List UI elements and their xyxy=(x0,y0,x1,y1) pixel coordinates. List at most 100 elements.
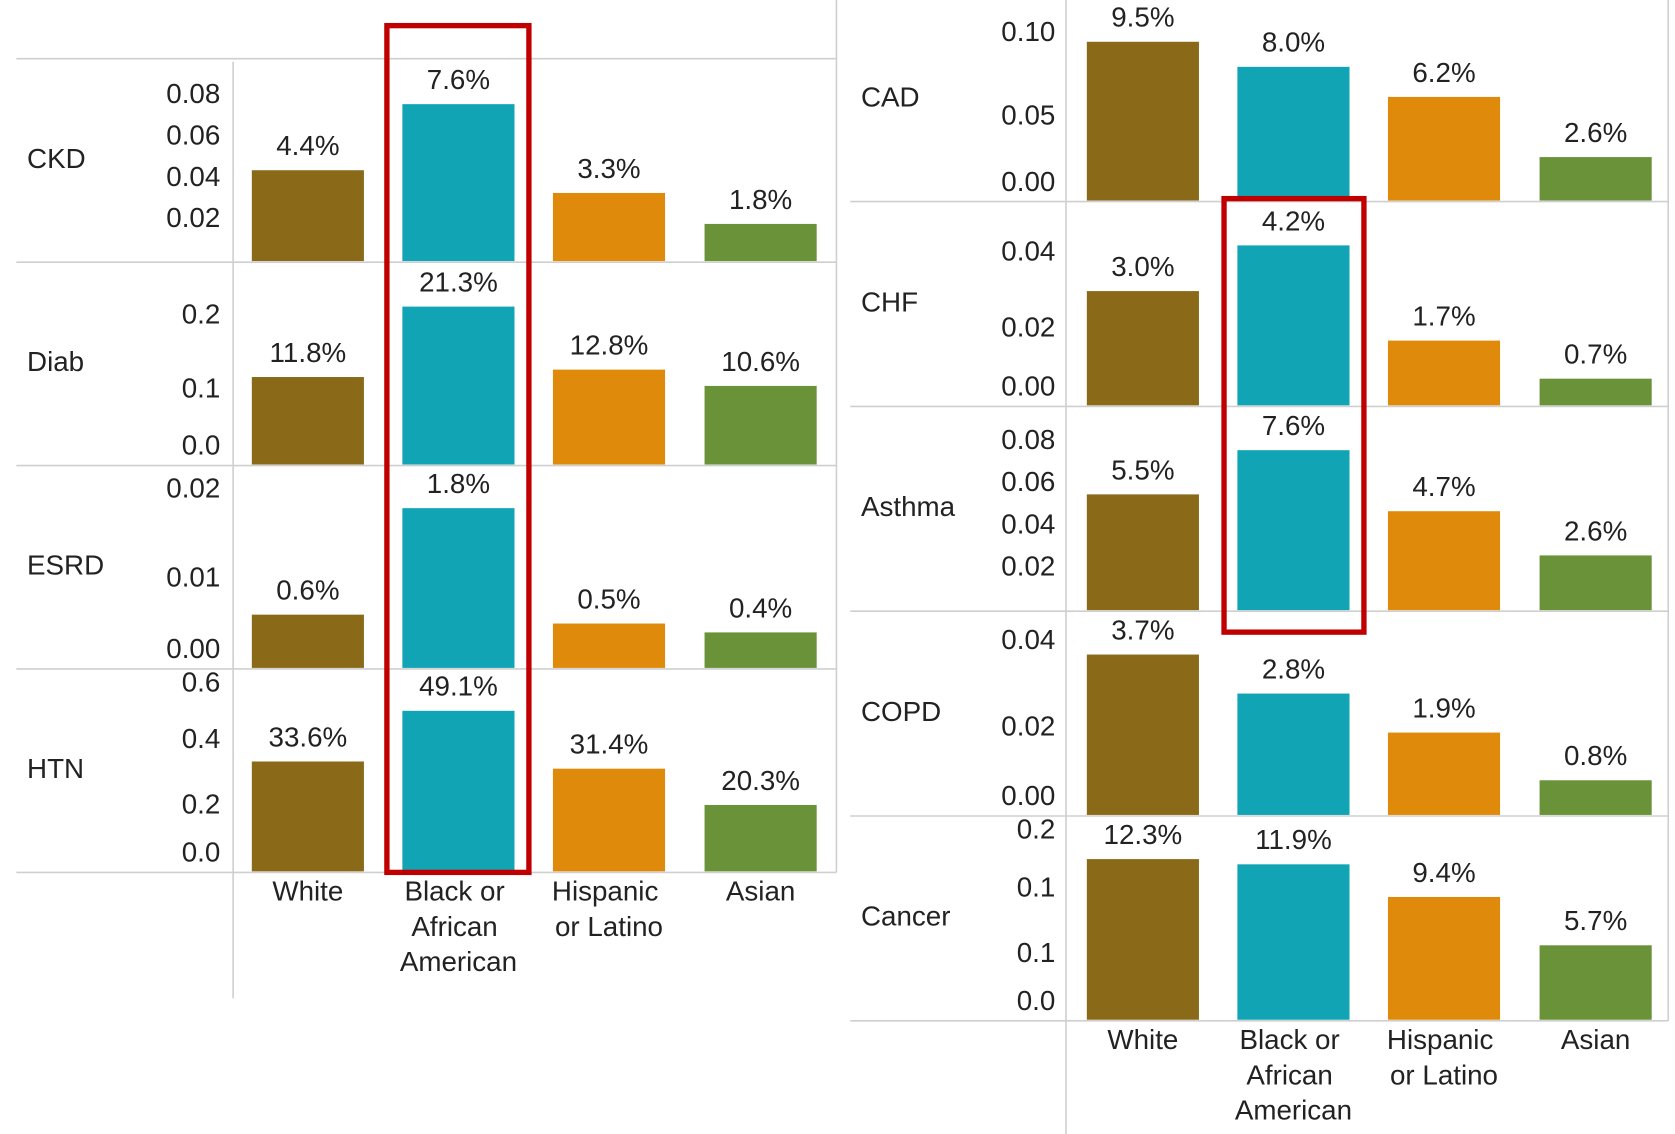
x-tick-label: Hispanic or Latino xyxy=(552,876,666,942)
x-tick-label: White xyxy=(1107,1024,1178,1055)
bar xyxy=(552,623,666,668)
y-tick-label: 0.08 xyxy=(166,78,220,109)
row-label: Cancer xyxy=(861,901,950,932)
highlight-box xyxy=(1221,195,1367,635)
value-label: 7.6% xyxy=(1262,410,1325,441)
bar xyxy=(1086,494,1199,611)
y-tick-label: 0.2 xyxy=(182,299,221,330)
row-label: Asthma xyxy=(861,491,956,522)
bar xyxy=(402,710,515,872)
bar xyxy=(704,804,817,872)
y-tick-label: 0.02 xyxy=(166,202,220,233)
value-label: 1.8% xyxy=(427,468,490,499)
bar xyxy=(704,223,817,262)
bar xyxy=(1387,511,1501,611)
bar xyxy=(402,104,515,262)
value-label: 31.4% xyxy=(570,729,649,760)
bar xyxy=(1539,780,1652,815)
row-label: ESRD xyxy=(27,550,104,581)
bar xyxy=(251,761,364,872)
bar xyxy=(1237,450,1350,611)
bar xyxy=(704,385,817,465)
y-tick-label: 0.0 xyxy=(1017,985,1056,1016)
y-tick-label: 0.1 xyxy=(182,373,221,404)
y-tick-label: 0.00 xyxy=(1001,780,1055,811)
y-tick-label: 0.10 xyxy=(1001,16,1055,47)
value-label: 0.4% xyxy=(729,592,792,623)
bar xyxy=(402,306,515,465)
y-tick-label: 0.4 xyxy=(182,723,221,754)
row-label: Diab xyxy=(27,346,84,377)
y-tick-label: 0.1 xyxy=(1017,871,1056,902)
y-tick-label: 0.2 xyxy=(182,788,221,819)
value-label: 2.8% xyxy=(1262,653,1325,684)
value-label: 33.6% xyxy=(269,721,348,752)
bar xyxy=(1086,41,1199,201)
bar xyxy=(552,768,666,872)
x-tick-label: Black or African American xyxy=(400,876,517,977)
value-label: 6.2% xyxy=(1412,57,1475,88)
bar xyxy=(251,614,364,668)
value-label: 4.4% xyxy=(276,130,339,161)
y-tick-label: 0.04 xyxy=(1001,624,1055,655)
bar xyxy=(1086,291,1199,406)
bar xyxy=(251,170,364,262)
bar xyxy=(251,377,364,465)
bar xyxy=(1237,693,1350,815)
value-label: 9.5% xyxy=(1111,2,1174,33)
value-label: 3.0% xyxy=(1111,251,1174,282)
y-tick-label: 0.06 xyxy=(166,120,220,151)
value-label: 7.6% xyxy=(427,64,490,95)
y-tick-label: 0.04 xyxy=(1001,508,1055,539)
value-label: 21.3% xyxy=(419,267,498,298)
y-tick-label: 0.05 xyxy=(1001,99,1055,130)
value-label: 2.6% xyxy=(1564,515,1627,546)
row-label: CAD xyxy=(861,82,920,113)
bar xyxy=(1387,896,1501,1020)
value-label: 49.1% xyxy=(419,671,498,702)
bar xyxy=(704,632,817,668)
x-tick-label: White xyxy=(272,876,343,907)
y-tick-label: 0.0 xyxy=(182,837,221,868)
y-tick-label: 0.04 xyxy=(166,161,220,192)
y-tick-label: 0.6 xyxy=(182,666,221,697)
x-tick-label: Asian xyxy=(1561,1024,1630,1055)
value-label: 11.8% xyxy=(270,337,347,368)
bar xyxy=(552,192,666,262)
y-tick-label: 0.1 xyxy=(1017,937,1056,968)
value-label: 10.6% xyxy=(721,346,800,377)
y-tick-label: 0.02 xyxy=(166,473,220,504)
row-label: CHF xyxy=(861,286,918,317)
value-label: 1.7% xyxy=(1412,301,1475,332)
value-label: 0.7% xyxy=(1564,339,1627,370)
y-tick-label: 0.00 xyxy=(1001,371,1055,402)
bar xyxy=(552,369,666,465)
value-label: 0.6% xyxy=(276,575,339,606)
bar xyxy=(1539,157,1652,201)
bar xyxy=(1539,378,1652,406)
bar xyxy=(1086,859,1199,1020)
bar xyxy=(1237,864,1350,1020)
value-label: 1.8% xyxy=(729,184,792,215)
value-label: 8.0% xyxy=(1262,27,1325,58)
value-label: 1.9% xyxy=(1412,692,1475,723)
value-label: 12.3% xyxy=(1104,819,1183,850)
row-label: HTN xyxy=(27,753,84,784)
value-label: 12.8% xyxy=(570,330,649,361)
y-tick-label: 0.02 xyxy=(1001,312,1055,343)
y-tick-label: 0.01 xyxy=(166,561,220,592)
row-label: CKD xyxy=(27,143,86,174)
highlight-box xyxy=(384,22,532,876)
value-label: 5.5% xyxy=(1111,454,1174,485)
bar xyxy=(1086,654,1199,815)
value-label: 4.2% xyxy=(1262,205,1325,236)
bar xyxy=(1539,945,1652,1020)
y-tick-label: 0.02 xyxy=(1001,711,1055,742)
bar xyxy=(1237,245,1350,406)
bar xyxy=(1387,732,1501,815)
y-tick-label: 0.02 xyxy=(1001,550,1055,581)
value-label: 0.8% xyxy=(1564,740,1627,771)
x-tick-label: Black or African American xyxy=(1235,1024,1352,1125)
bar xyxy=(1539,555,1652,611)
